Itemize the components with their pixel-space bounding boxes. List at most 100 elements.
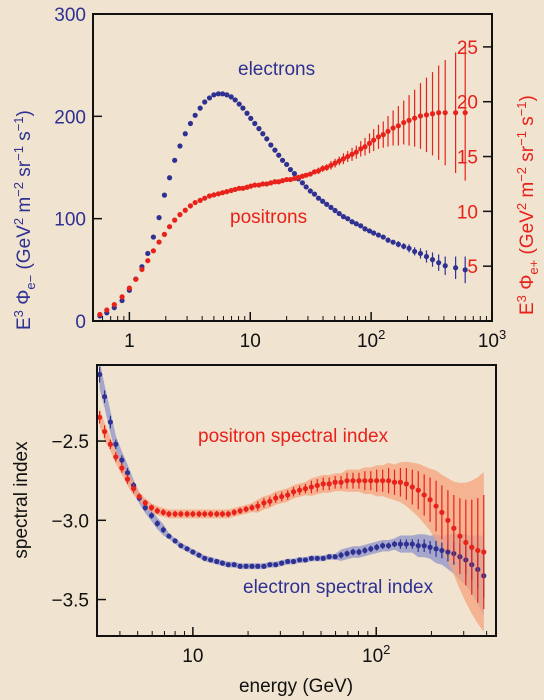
electron-index-point [273, 562, 279, 568]
electron-flux-point [307, 188, 313, 194]
electron-index-point [290, 558, 297, 565]
positron-flux-point [453, 110, 459, 116]
electron-index-band [99, 365, 484, 616]
positron-flux-point [401, 119, 407, 126]
electron-flux-point [244, 110, 250, 116]
positron-flux-point [366, 140, 373, 146]
positron-flux-point [423, 112, 430, 118]
electron-index-point [439, 547, 445, 554]
positron-index-point [113, 454, 119, 460]
positrons-label: positrons [230, 207, 307, 228]
electron-flux-point [279, 157, 286, 163]
electron-index-point [433, 546, 439, 552]
electron-index-point [302, 557, 309, 563]
electron-flux-point [303, 184, 309, 190]
electron-flux-point [272, 147, 278, 153]
index-series [97, 366, 487, 610]
positron-flux-point [133, 276, 139, 282]
electron-flux-point [260, 131, 266, 137]
electron-index-point [124, 470, 131, 476]
electron-flux-point [206, 95, 213, 101]
positron-flux-point [232, 186, 238, 193]
index-x-ticks: 10 102 [96, 627, 488, 667]
positron-index-point [362, 478, 368, 484]
electron-index-point [362, 547, 368, 554]
electrons-label: electrons [238, 59, 315, 80]
electron-flux-point [240, 105, 246, 111]
electron-flux-point [462, 267, 468, 273]
electron-flux-point [395, 241, 401, 247]
positron-index-point [385, 478, 392, 484]
electron-index-point [178, 543, 184, 549]
positron-flux-point [395, 123, 401, 129]
positron-index-point [255, 503, 261, 509]
electron-flux-point [353, 221, 359, 227]
index-y-tick-label: −3.5 [51, 591, 89, 612]
electron-index-point [409, 541, 415, 547]
electron-flux-point [340, 214, 347, 220]
positron-index-point [374, 478, 380, 484]
electron-flux-point [224, 92, 230, 98]
positron-index-point [391, 479, 398, 485]
flux-x-tick-label: 10 [240, 331, 261, 352]
positron-index-point [415, 487, 421, 493]
positron-index-point [308, 484, 314, 490]
positron-flux-point [371, 137, 377, 143]
electron-flux-point [453, 265, 459, 271]
positron-flux-point [287, 176, 294, 183]
positron-index-point [97, 414, 103, 420]
positron-index-point [124, 476, 131, 482]
electron-index-point [421, 543, 427, 549]
positron-flux-point [442, 110, 448, 116]
positron-flux-point [150, 248, 156, 254]
positron-index-point [208, 511, 214, 517]
positron-index-point [231, 509, 237, 515]
flux-y2-ticks: 5 10 15 20 25 [457, 38, 492, 278]
electron-flux-point [236, 101, 242, 107]
electron-flux-point [252, 120, 258, 127]
positron-index-point [463, 539, 469, 546]
energy-axis-label: energy (GeV) [239, 676, 353, 697]
positron-flux-point [406, 117, 412, 123]
electron-flux-point [390, 239, 396, 245]
positron-flux-point [436, 110, 442, 116]
electron-flux-point [150, 234, 156, 240]
electron-index-point [172, 538, 178, 544]
electron-index-point [403, 541, 409, 547]
electron-index-point [279, 560, 285, 566]
positron-index-point [421, 492, 427, 498]
electron-flux-point [328, 204, 334, 211]
electron-index-point [338, 552, 344, 558]
positron-flux-point [353, 149, 359, 155]
electron-index-point [314, 555, 320, 561]
electron-index-point [267, 562, 273, 568]
positron-flux-point [417, 113, 424, 119]
positron-flux-point [187, 203, 194, 209]
electron-flux-point [406, 245, 412, 251]
index-y-tick-label: −3.0 [51, 511, 89, 532]
electron-index-point [237, 563, 243, 569]
positron-index-point [214, 511, 220, 517]
positron-flux-point [284, 176, 290, 183]
electron-flux-point [192, 112, 198, 118]
electron-index-point [368, 546, 374, 552]
electron-flux-point [417, 250, 424, 257]
positron-flux-point [166, 224, 173, 230]
electron-flux-point [436, 260, 442, 266]
electron-flux-point [232, 97, 238, 103]
index-x-tick-label: 10 [182, 646, 203, 667]
electron-flux-point [349, 219, 355, 225]
electron-flux-point [182, 131, 188, 137]
positron-flux-point [211, 192, 217, 198]
flux-y2-axis-label: E3 Φe+ (GeV2 m−2 sr−1 s−1) [514, 95, 541, 315]
electron-index-point [261, 563, 267, 569]
flux-y-tick-label: 200 [54, 107, 86, 128]
positron-index-point [184, 511, 190, 517]
electron-flux-point [385, 237, 391, 243]
flux-y2-tick-label: 25 [457, 38, 478, 59]
positron-flux-point [145, 258, 151, 264]
positron-index-point [439, 509, 445, 515]
electron-flux-point [276, 152, 282, 158]
electron-index-point [344, 550, 350, 557]
flux-y2-tick-label: 10 [457, 202, 478, 223]
